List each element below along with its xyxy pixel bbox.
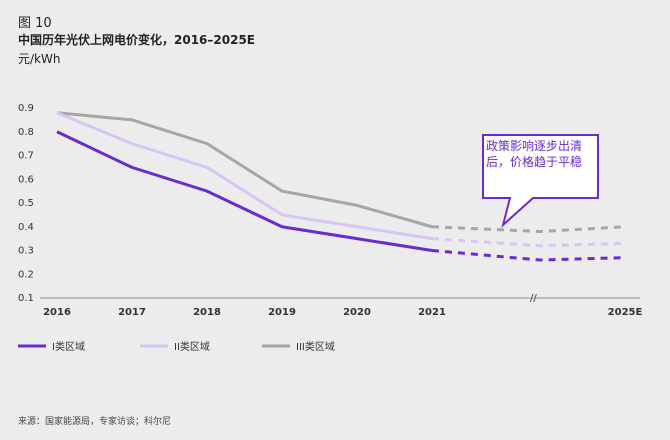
legend-label: III类区域 [296,340,335,353]
y-tick-label: 0.2 [18,269,34,280]
x-tick-label: 2018 [193,307,221,318]
x-tick-label: 2019 [268,307,296,318]
legend-label: II类区域 [174,340,210,353]
legend-label: I类区域 [52,340,85,353]
annotation: 政策影响逐步出清后，价格趋于平稳 [486,139,583,169]
series-line [56,111,433,229]
forecast-line [431,249,626,262]
y-tick-label: 0.9 [18,103,34,114]
y-axis-label: 元/kWh [18,52,61,66]
y-tick-label: 0.3 [18,246,34,257]
series-line [56,111,433,241]
y-tick-label: 0.6 [18,174,34,185]
forecast-line [431,225,626,234]
callout-box [482,134,599,228]
x-tick-label: 2016 [43,307,71,318]
figure-number: 图 10 [18,16,52,31]
chart-title: 中国历年光伏上网电价变化，2016–2025E [18,33,255,47]
forecast-line [431,237,626,248]
x-tick-label: 2021 [418,307,446,318]
lines: I类区域 II类区域 III类区域 [18,111,626,353]
x-tick-label: 2020 [343,307,371,318]
series-line [56,130,433,252]
y-tick-label: 0.7 [18,151,34,162]
y-tick-label: 0.5 [18,198,34,209]
x-tick-label: 2025E [608,307,643,318]
y-tick-label: 0.8 [18,127,34,138]
x-tick-label: 2017 [118,307,146,318]
y-tick-label: 0.1 [18,293,34,304]
y-tick-label: 0.4 [18,222,34,233]
source: 来源：国家能源局，专家访谈；科尔尼 [18,417,172,427]
